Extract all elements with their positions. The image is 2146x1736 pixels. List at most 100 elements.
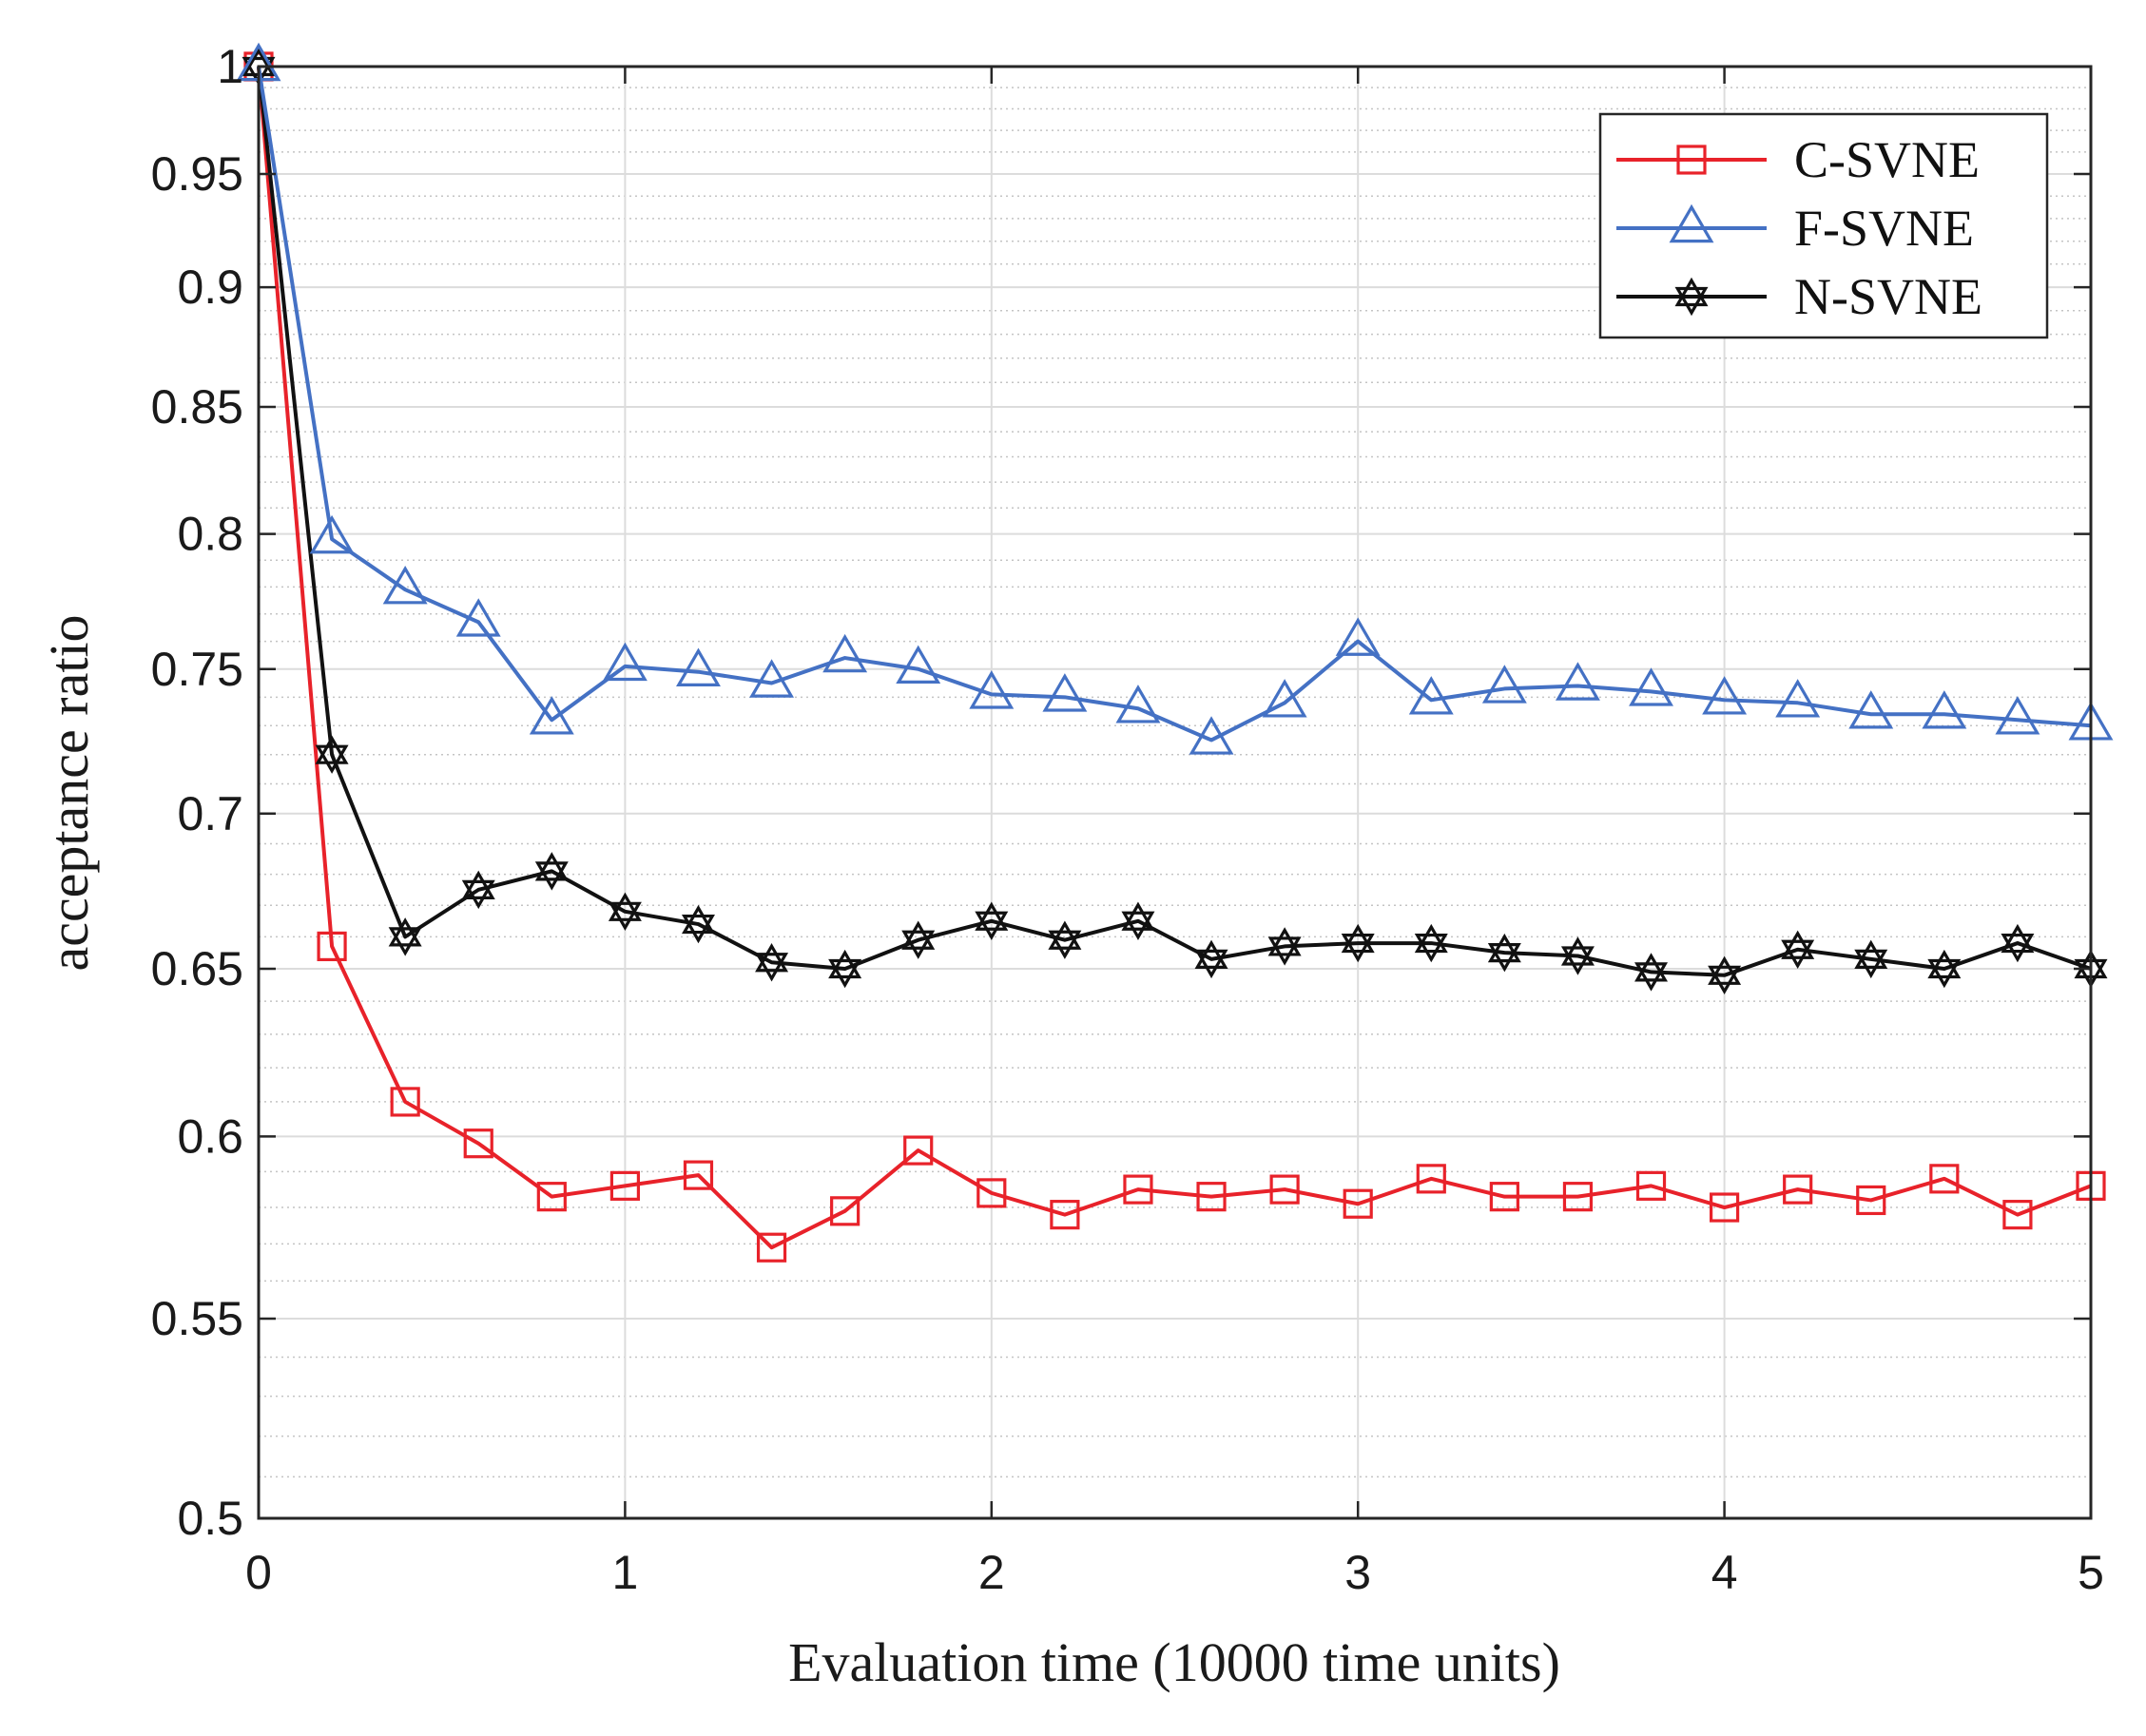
square-marker (976, 1178, 1007, 1208)
hexagram-part (755, 943, 789, 973)
hexagram-part (755, 953, 789, 982)
triangle-marker (382, 565, 428, 605)
hexagram-part (1560, 946, 1595, 975)
triangle-marker (1629, 667, 1673, 706)
hexagram-part (1927, 958, 1962, 989)
triangle-marker (529, 696, 574, 735)
hexagram-marker (1927, 949, 1962, 989)
x-tick-label: 2 (978, 1546, 1005, 1599)
hexagram-part (1487, 933, 1521, 963)
hexagram-part (1560, 936, 1595, 966)
hexagram-part (2001, 923, 2035, 954)
hexagram-marker (1267, 927, 1302, 966)
legend-label: N-SVNE (1794, 268, 1982, 325)
legend-label: C-SVNE (1794, 131, 1980, 188)
square-marker (609, 1170, 641, 1201)
series-n-svne (242, 47, 2108, 995)
triangle-marker (1481, 665, 1527, 704)
triangle-marker (676, 647, 721, 686)
x-tick-label: 3 (1344, 1546, 1371, 1599)
square-marker (683, 1160, 714, 1190)
square-marker (1929, 1164, 1960, 1194)
hexagram-marker (1560, 936, 1595, 975)
x-tick-label: 4 (1711, 1546, 1738, 1599)
y-tick-label: 0.5 (177, 1492, 243, 1545)
hexagram-part (388, 927, 422, 956)
triangle-marker (749, 659, 795, 698)
legend-box (1598, 112, 2049, 339)
hexagram-part (534, 852, 569, 881)
series-f-svne (236, 42, 2114, 755)
legend-label: F-SVNE (1794, 200, 1974, 257)
square-marker (317, 931, 347, 962)
triangle-marker (1115, 685, 1161, 723)
hexagram-marker (1341, 923, 1375, 963)
square-marker (830, 1196, 860, 1226)
y-tick-label: 0.8 (177, 508, 243, 561)
hexagram-part (1048, 930, 1082, 959)
hexagram-part (1414, 933, 1448, 963)
square-marker (1123, 1174, 1153, 1205)
square-marker (1196, 1182, 1227, 1212)
triangle-marker (1775, 679, 1821, 718)
hexagram-part (608, 892, 642, 921)
triangle-marker (822, 633, 868, 673)
legend-item-f-svne: F-SVNE (1616, 200, 1974, 257)
y-axis-label: acceptance ratio (38, 614, 100, 971)
triangle-marker (455, 598, 501, 637)
hexagram-part (1048, 920, 1082, 950)
hexagram-part (1194, 949, 1228, 979)
square-marker (1635, 1170, 1667, 1201)
hexagram-marker (1194, 939, 1228, 979)
x-tick-label: 0 (245, 1546, 272, 1599)
x-tick-label: 1 (611, 1546, 638, 1599)
hexagram-marker (1634, 953, 1669, 992)
square-marker (463, 1128, 493, 1159)
y-tick-label: 0.9 (177, 260, 243, 314)
y-tick-label: 0.7 (177, 787, 243, 840)
hexagram-part (461, 879, 495, 910)
hexagram-marker (1674, 277, 1709, 317)
hexagram-marker (681, 904, 715, 944)
triangle-marker (1922, 690, 1967, 729)
hexagram-part (1341, 923, 1375, 954)
hexagram-part (1927, 949, 1962, 979)
hexagram-marker (1048, 920, 1082, 959)
triangle-marker (1335, 617, 1381, 656)
hexagram-marker (2001, 923, 2035, 963)
triangle-marker (1848, 690, 1894, 729)
hexagram-marker (388, 917, 422, 956)
series-c-svne (243, 51, 2106, 1263)
y-tick-label: 0.95 (151, 147, 243, 201)
hexagram-part (2001, 933, 2035, 963)
triangle-marker (1042, 673, 1088, 712)
plot-frame (257, 65, 2093, 1520)
hexagram-part (1854, 939, 1888, 969)
hexagram-part (534, 861, 569, 891)
hexagram-marker (534, 852, 569, 891)
hexagram-part (1634, 953, 1669, 982)
triangle-marker (309, 514, 355, 554)
square-marker (1709, 1192, 1740, 1223)
hexagram-part (1121, 901, 1155, 931)
y-tick-label: 0.75 (151, 643, 243, 696)
hexagram-part (828, 958, 862, 989)
triangle-marker (1408, 676, 1454, 715)
triangle-marker (1669, 203, 1714, 243)
hexagram-part (461, 870, 495, 899)
square-marker (1489, 1182, 1519, 1212)
square-marker (903, 1135, 934, 1166)
square-marker (1269, 1174, 1300, 1205)
hexagram-part (1674, 286, 1709, 317)
hexagram-marker (755, 943, 789, 982)
x-axis-label: Evaluation time (10000 time units) (788, 1631, 1560, 1693)
square-marker (1562, 1182, 1594, 1212)
triangle-marker (1189, 716, 1234, 755)
triangle-marker (602, 642, 648, 682)
data-series (236, 42, 2114, 1263)
triangle-marker (1702, 676, 1748, 715)
hexagram-marker (1854, 939, 1888, 979)
x-tick-label: 5 (2078, 1546, 2104, 1599)
hexagram-part (1414, 923, 1448, 954)
